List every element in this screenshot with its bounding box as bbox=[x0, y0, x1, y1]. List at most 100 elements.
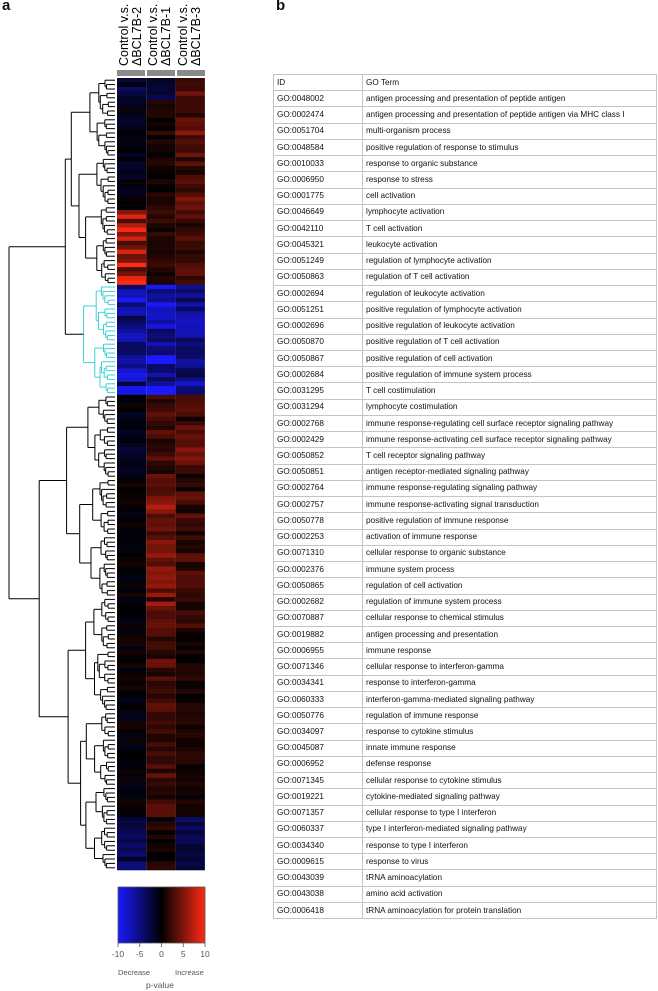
table-row: GO:0051249 regulation of lymphocyte activ… bbox=[273, 252, 657, 270]
heatmap-cell bbox=[146, 188, 176, 193]
go-id-cell: GO:0050867 bbox=[273, 349, 363, 368]
go-id-cell: GO:0019221 bbox=[273, 788, 363, 806]
heatmap-cell bbox=[146, 830, 176, 836]
heatmap-cell bbox=[146, 865, 176, 871]
heatmap-cell bbox=[146, 566, 176, 572]
heatmap-cell bbox=[175, 408, 205, 413]
heatmap-cell bbox=[117, 654, 147, 660]
heatmap-cell bbox=[146, 711, 176, 717]
heatmap-cell bbox=[175, 364, 205, 369]
heatmap-cell bbox=[117, 478, 147, 484]
heatmap-cell bbox=[146, 808, 176, 814]
heatmap-cell bbox=[117, 496, 147, 501]
heatmap-cell bbox=[175, 768, 205, 774]
table-row: GO:0031295 T cell costimulation bbox=[273, 382, 657, 400]
heatmap-cell bbox=[175, 359, 205, 365]
heatmap-cell bbox=[117, 122, 147, 127]
heatmap-cell bbox=[117, 108, 147, 114]
go-id-cell: GO:0034340 bbox=[273, 837, 363, 855]
heatmap-cell bbox=[117, 126, 147, 132]
heatmap-cell bbox=[175, 403, 205, 409]
heatmap-cell bbox=[117, 416, 147, 422]
heatmap-cell bbox=[117, 223, 147, 228]
go-term-cell: positive regulation of cell activation bbox=[362, 349, 657, 368]
heatmap-cell bbox=[175, 372, 205, 378]
heatmap-cell bbox=[146, 768, 176, 774]
heatmap-cell bbox=[146, 91, 176, 96]
heatmap-cell bbox=[175, 474, 205, 479]
heatmap-cell bbox=[146, 227, 176, 233]
heatmap-cell bbox=[117, 192, 147, 198]
heatmap-cell bbox=[117, 280, 147, 286]
heatmap-cell bbox=[117, 685, 147, 690]
heatmap-cell bbox=[175, 144, 205, 149]
heatmap-cell bbox=[175, 852, 205, 858]
heatmap-cell bbox=[175, 280, 205, 286]
heatmap-cell bbox=[117, 641, 147, 646]
heatmap-cell bbox=[175, 808, 205, 814]
heatmap-cell bbox=[175, 614, 205, 620]
heatmap-cell bbox=[146, 210, 176, 215]
table-row: GO:0019882 antigen processing and present… bbox=[273, 625, 657, 644]
heatmap-cell bbox=[117, 491, 147, 497]
go-id-cell: GO:0006955 bbox=[273, 642, 363, 660]
heatmap-cell bbox=[175, 496, 205, 501]
go-id-cell: GO:0002376 bbox=[273, 561, 363, 579]
column-label-3-line1: Control v.s. bbox=[176, 4, 190, 66]
heatmap-cell bbox=[175, 702, 205, 708]
heatmap-cell bbox=[117, 421, 147, 426]
go-term-cell: lymphocyte activation bbox=[362, 203, 657, 222]
heatmap-cell bbox=[117, 575, 147, 580]
go-id-cell: GO:0031294 bbox=[273, 398, 363, 416]
heatmap-cell bbox=[146, 130, 176, 136]
go-term-cell: immune response bbox=[362, 642, 657, 660]
heatmap-cell bbox=[117, 658, 147, 664]
heatmap-cell bbox=[146, 628, 176, 633]
go-term-cell: tRNA aminoacylation for protein translat… bbox=[362, 901, 657, 920]
heatmap-cell bbox=[175, 821, 205, 827]
heatmap-cell bbox=[117, 403, 147, 409]
heatmap-cell bbox=[146, 465, 176, 470]
heatmap-cell bbox=[117, 148, 147, 154]
heatmap-cell bbox=[117, 509, 147, 514]
heatmap-cell bbox=[146, 170, 176, 176]
heatmap-cell bbox=[117, 342, 147, 347]
heatmap-cell bbox=[146, 720, 176, 726]
heatmap-cell bbox=[117, 117, 147, 123]
heatmap-cell bbox=[175, 337, 205, 343]
heatmap-cell bbox=[146, 487, 176, 492]
go-term-cell: regulation of lymphocyte activation bbox=[362, 252, 657, 270]
heatmap-cell bbox=[146, 86, 176, 92]
heatmap-cell bbox=[146, 126, 176, 132]
heatmap-cell bbox=[175, 447, 205, 453]
heatmap-cell bbox=[117, 258, 147, 264]
heatmap-cell bbox=[146, 421, 176, 426]
heatmap-cell bbox=[146, 597, 176, 602]
heatmap-cell bbox=[175, 130, 205, 136]
heatmap-cell bbox=[175, 126, 205, 132]
go-id-cell: GO:0031295 bbox=[273, 382, 363, 400]
heatmap-cell bbox=[175, 100, 205, 105]
go-id-cell: GO:0043039 bbox=[273, 869, 363, 887]
table-row: GO:0043039 tRNA aminoacylation bbox=[273, 869, 657, 887]
heatmap-cell bbox=[175, 117, 205, 123]
heatmap-cell bbox=[117, 201, 147, 206]
color-key-bar bbox=[117, 886, 206, 944]
heatmap-cell bbox=[146, 614, 176, 620]
heatmap-cell bbox=[117, 821, 147, 827]
heatmap-cell bbox=[146, 271, 176, 277]
heatmap-cell bbox=[117, 557, 147, 563]
heatmap-cell bbox=[175, 724, 205, 730]
go-id-cell: GO:0046649 bbox=[273, 203, 363, 222]
heatmap-cell bbox=[117, 848, 147, 853]
heatmap-cell bbox=[146, 579, 176, 585]
go-id-cell: GO:0048002 bbox=[273, 90, 363, 108]
heatmap-cell bbox=[146, 724, 176, 730]
table-row: GO:0050863 regulation of T cell activatio… bbox=[273, 268, 657, 287]
heatmap-cell bbox=[146, 755, 176, 761]
heatmap-cell bbox=[117, 82, 147, 88]
heatmap-cell bbox=[175, 491, 205, 497]
heatmap-cell bbox=[117, 315, 147, 321]
panel-letter-b: b bbox=[276, 0, 286, 14]
panel-letter-a: a bbox=[2, 0, 11, 14]
